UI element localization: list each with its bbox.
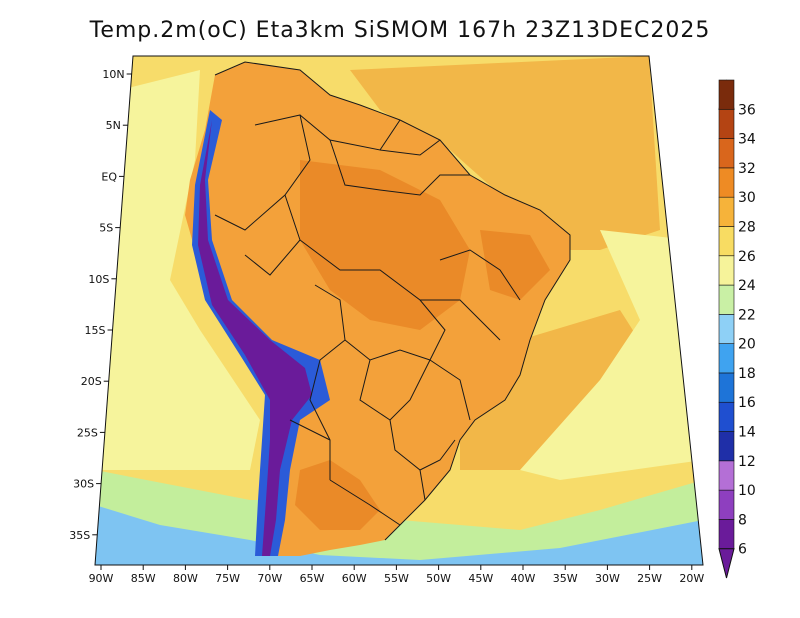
colorbar-label: 14 <box>738 425 756 441</box>
lon-label: 20W <box>679 572 704 585</box>
lon-label: 40W <box>511 572 536 585</box>
atlantic-pale-field <box>520 230 703 480</box>
lon-label: 70W <box>257 572 282 585</box>
lat-label: 20S <box>81 375 102 388</box>
colorbar-swatch <box>718 138 735 169</box>
colorbar-label: 6 <box>738 542 747 558</box>
colorbar-label: 30 <box>738 190 756 206</box>
colorbar-swatch <box>718 108 735 139</box>
colorbar-swatches <box>718 79 735 579</box>
colorbar-swatch <box>718 343 735 374</box>
lon-label: 65W <box>300 572 325 585</box>
colorbar-label: 12 <box>738 454 756 470</box>
lon-label: 80W <box>173 572 198 585</box>
colorbar-swatch <box>718 401 735 432</box>
colorbar-swatch <box>718 489 735 520</box>
colorbar-label: 34 <box>738 132 756 148</box>
colorbar-label: 32 <box>738 161 756 177</box>
country-borders <box>214 61 571 541</box>
lat-label: EQ <box>101 170 117 183</box>
colorbar-swatch <box>718 519 735 550</box>
colorbar-bottom-arrow <box>718 548 735 579</box>
lat-label: 30S <box>73 478 94 491</box>
lon-label: 60W <box>342 572 367 585</box>
colorbar-swatch <box>718 431 735 462</box>
colorbar-label: 22 <box>738 307 756 323</box>
colorbar-label: 18 <box>738 366 756 382</box>
colorbar-swatch <box>718 79 735 110</box>
colorbar-label: 8 <box>738 512 747 528</box>
northeast-hot-zone <box>480 230 550 300</box>
colorbar-swatch <box>718 314 735 344</box>
interior-hot-zone <box>300 160 470 330</box>
colorbar-label: 20 <box>738 337 756 353</box>
chaco-hot-zone <box>295 460 380 530</box>
colorbar-swatch <box>718 372 735 403</box>
southern-blue-field <box>95 505 703 565</box>
lat-label: 15S <box>85 324 106 337</box>
lon-label: 75W <box>215 572 240 585</box>
lon-label: 35W <box>553 572 578 585</box>
chart-title: Temp.2m(oC) Eta3km SiSMOM 167h 23Z13DEC2… <box>89 18 711 43</box>
colorbar-label: 16 <box>738 395 756 411</box>
colorbar-label: 10 <box>738 483 756 499</box>
map-frame <box>94 55 704 566</box>
colorbar-swatch <box>718 460 735 491</box>
lon-label: 45W <box>468 572 493 585</box>
andes-cold-band <box>198 120 312 556</box>
colorbar-swatch <box>718 226 735 257</box>
lon-label: 25W <box>637 572 662 585</box>
lon-label: 30W <box>595 572 620 585</box>
colorbar-label: 36 <box>738 102 756 118</box>
atlantic-warm-field <box>350 56 660 250</box>
lon-label: 85W <box>131 572 156 585</box>
lat-label: 25S <box>77 426 98 439</box>
lon-label: 90W <box>89 572 114 585</box>
colorbar-label: 26 <box>738 249 756 265</box>
colorbar-swatch <box>718 255 735 286</box>
lat-label: 10N <box>102 68 124 81</box>
lat-label: 35S <box>69 529 90 542</box>
lon-label: 50W <box>426 572 451 585</box>
colorbar-swatch <box>718 196 735 227</box>
lat-label: 5N <box>106 119 121 132</box>
lat-label: 5S <box>99 222 113 235</box>
colorbar-swatch <box>718 284 735 315</box>
longitude-axis: 90W 85W 80W 75W 70W 65W 60W 55W 50W 45W 40W 35W 30W 2… <box>89 565 704 585</box>
latitude-axis: 10N 5N EQ 5S 10S 15S 20S 25S 30S 35S <box>69 68 132 542</box>
colorbar-labels: 6 8 10 12 14 16 18 20 22 24 26 28 30 32 34 36 <box>738 102 756 557</box>
lat-label: 10S <box>88 273 109 286</box>
map-field <box>95 56 703 565</box>
lon-label: 55W <box>384 572 409 585</box>
colorbar-label: 24 <box>738 278 756 294</box>
pacific-pale-field <box>100 70 260 470</box>
colorbar-swatch <box>718 167 735 198</box>
colorbar-label: 28 <box>738 219 756 235</box>
